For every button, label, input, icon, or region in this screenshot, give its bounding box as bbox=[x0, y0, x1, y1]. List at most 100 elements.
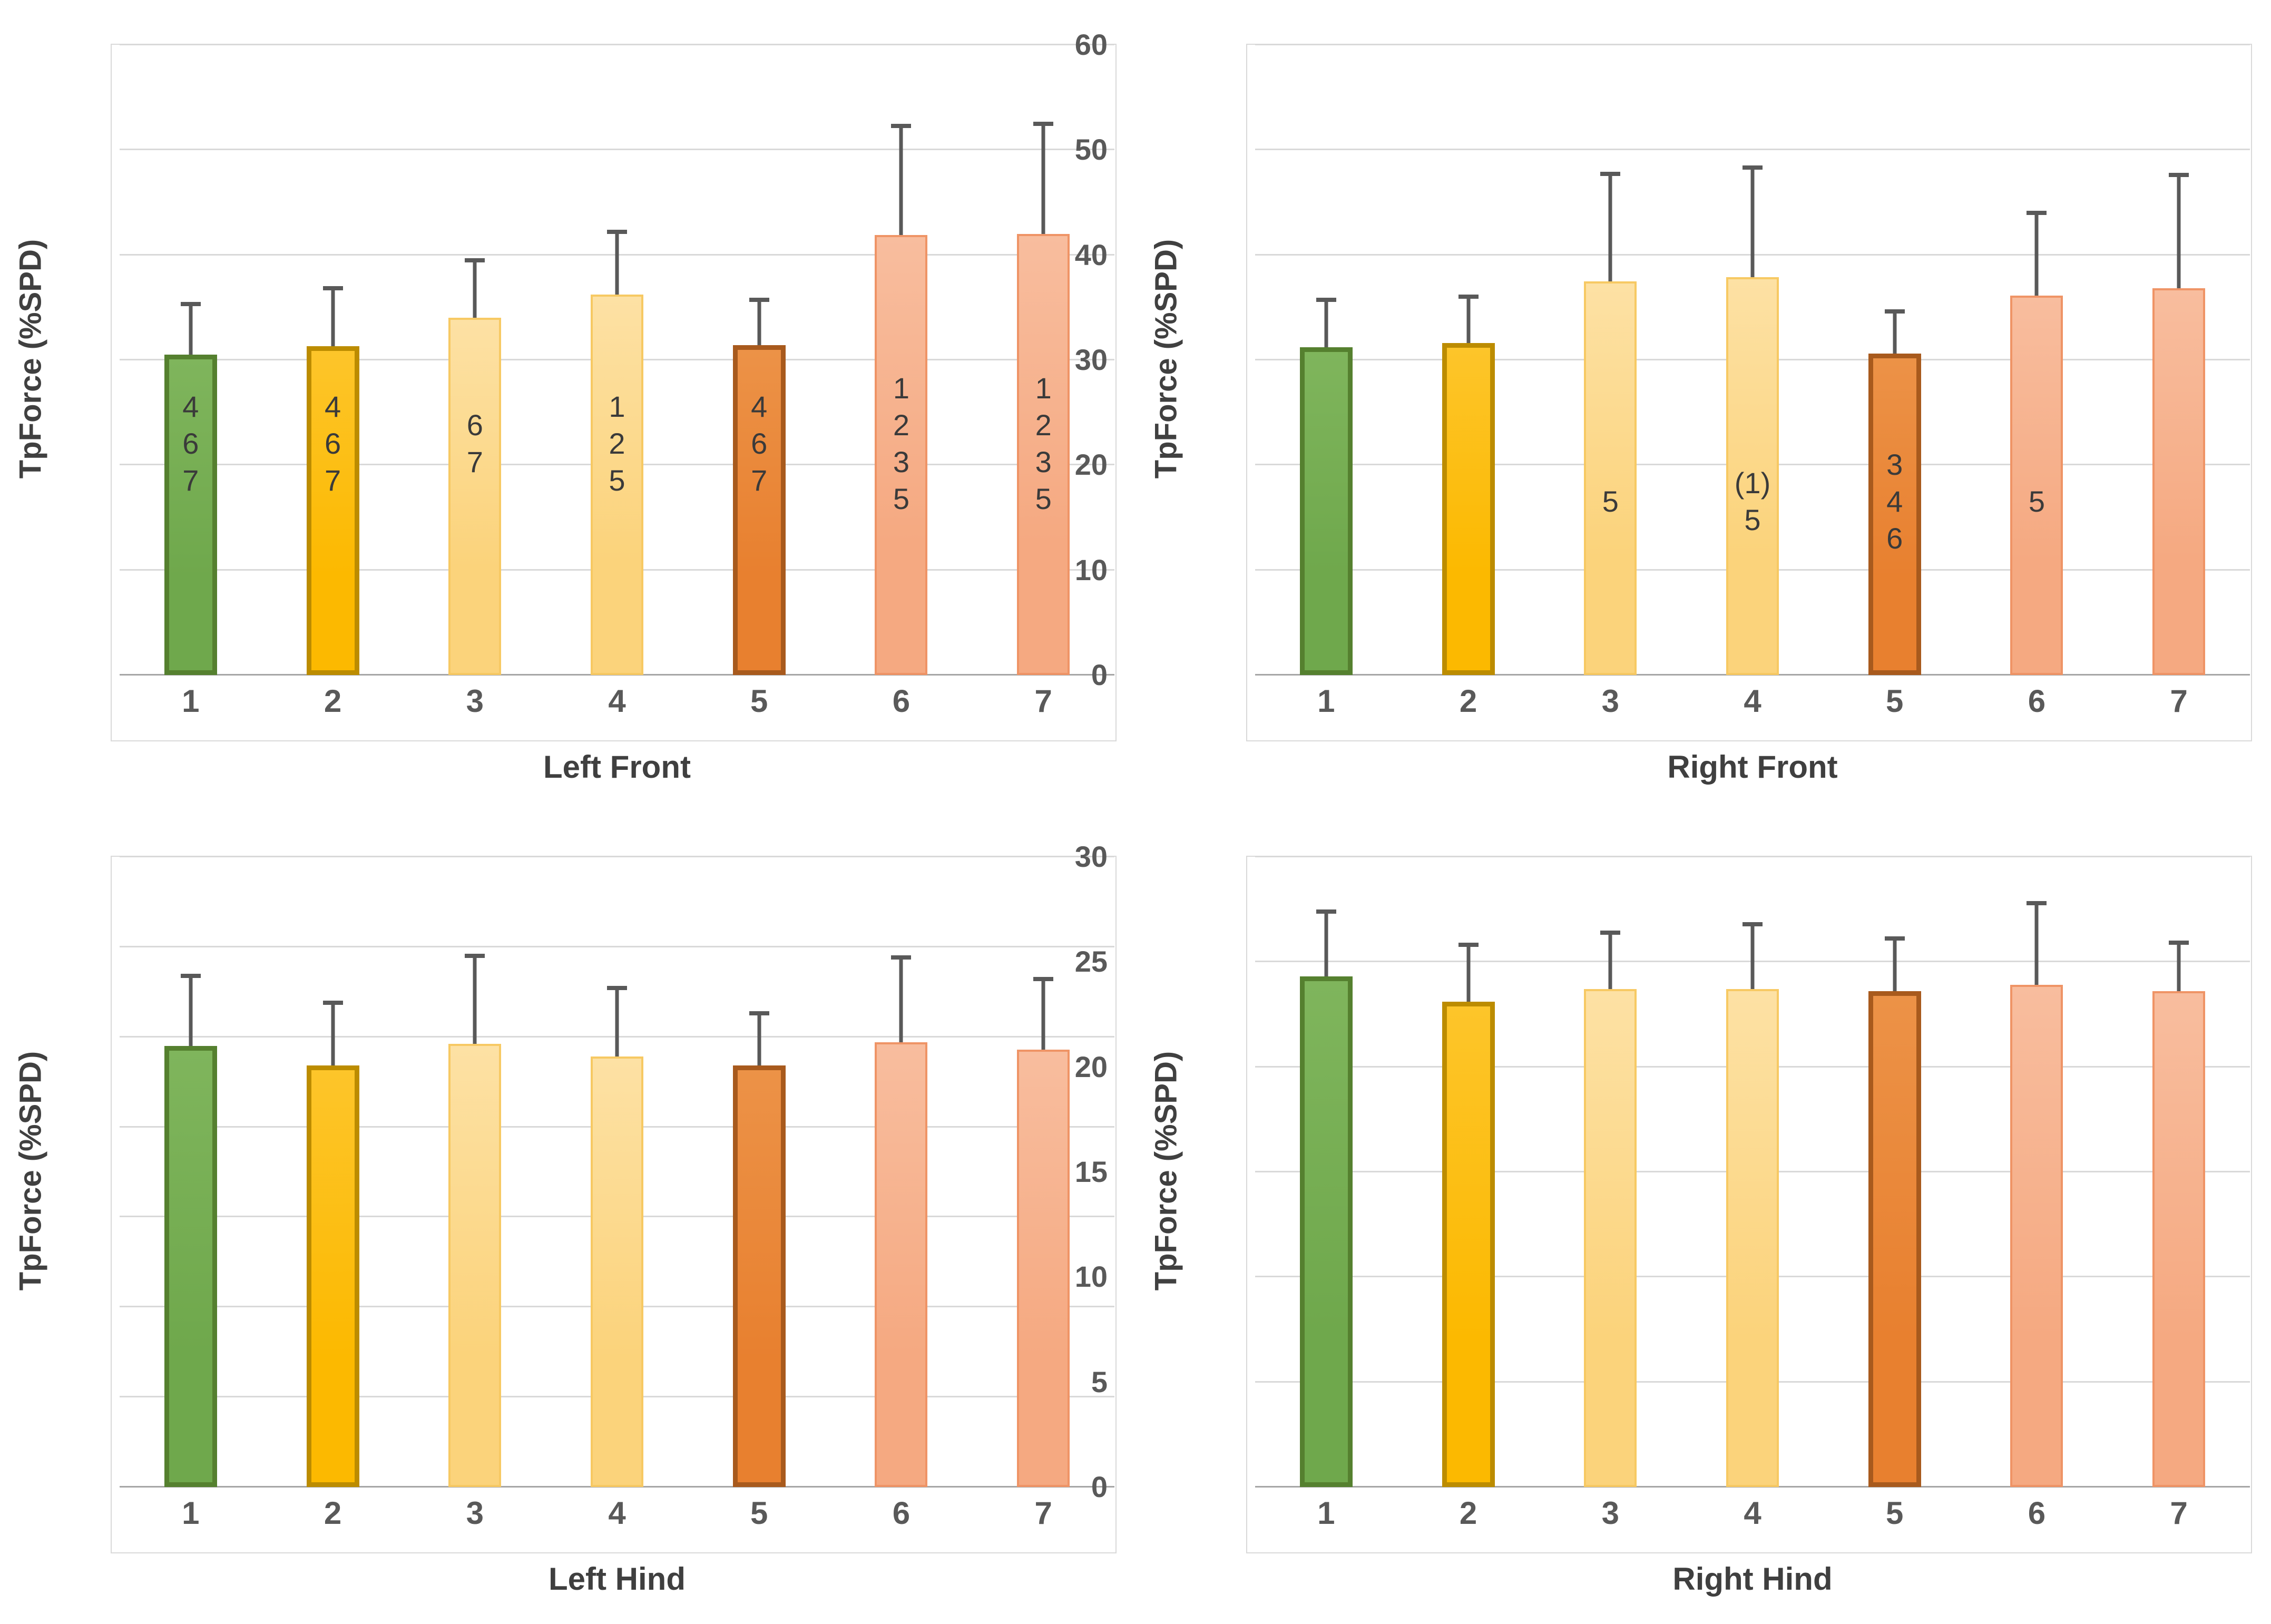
y-axis-title: TpForce (%SPD) bbox=[1134, 44, 1198, 674]
error-bar-cap bbox=[1600, 172, 1621, 177]
y-tick-label: 20 bbox=[1074, 1050, 1108, 1083]
error-bar-line bbox=[757, 1013, 761, 1066]
bar-category-3 bbox=[1584, 281, 1637, 675]
bar-slot bbox=[120, 45, 262, 675]
error-bar-cap bbox=[749, 298, 769, 302]
plot-area: 01020304050604 6 74 6 76 71 2 54 6 71 2 … bbox=[120, 44, 1114, 676]
y-tick-label: 50 bbox=[1074, 133, 1108, 167]
bar-category-6 bbox=[875, 234, 928, 675]
gridline bbox=[120, 856, 1114, 857]
bar-slot bbox=[972, 45, 1114, 675]
bar-category-6 bbox=[2010, 296, 2063, 675]
bar-annotation: 1 2 3 5 bbox=[893, 371, 909, 516]
bar-slot bbox=[1255, 857, 1397, 1487]
bar-slot bbox=[1966, 45, 2108, 675]
bar-slot bbox=[1539, 857, 1681, 1487]
bar-slot bbox=[830, 857, 973, 1487]
error-bar-cap bbox=[1316, 298, 1336, 302]
bar-annotation: 4 6 7 bbox=[182, 390, 199, 497]
bar-slot bbox=[1539, 45, 1681, 675]
panel-right-hind: TpForce (%SPD) 0 5 10 15 20 25 30 1 2 3 4 5 6 7 Righ… bbox=[1075, 812, 2271, 1624]
panel-title: Right Hind bbox=[1672, 1561, 1833, 1597]
x-category-label: 2 bbox=[1459, 1495, 1477, 1531]
error-bar-line bbox=[1041, 123, 1045, 234]
error-bar-line bbox=[2177, 175, 2181, 289]
x-category-label: 1 bbox=[182, 1495, 200, 1531]
bar-category-1 bbox=[164, 355, 217, 675]
x-category-label: 6 bbox=[892, 683, 911, 719]
bar-slot bbox=[2108, 857, 2250, 1487]
x-category-label: 2 bbox=[324, 683, 342, 719]
bar-slot bbox=[830, 45, 973, 675]
x-category-label: 7 bbox=[2170, 1495, 2188, 1531]
error-bar-cap bbox=[749, 1011, 769, 1016]
error-bar-cap bbox=[2027, 901, 2047, 905]
bar-category-4 bbox=[1726, 989, 1779, 1487]
gridline bbox=[1255, 149, 2250, 151]
y-tick-label: 15 bbox=[1074, 1155, 1108, 1188]
error-bar-cap bbox=[1742, 922, 1763, 926]
gridline bbox=[120, 44, 1114, 45]
error-bar-line bbox=[1608, 174, 1612, 281]
plot-area: 05101520253035 bbox=[120, 856, 1114, 1488]
bar-category-7 bbox=[2152, 288, 2206, 675]
bar-slot bbox=[1681, 857, 1824, 1487]
bar-category-4 bbox=[590, 295, 643, 675]
bar-category-5 bbox=[1868, 991, 1921, 1487]
x-category-label: 1 bbox=[1317, 683, 1335, 719]
error-bar-line bbox=[1466, 945, 1471, 1002]
error-bar-cap bbox=[891, 955, 912, 960]
error-bar-cap bbox=[322, 286, 343, 291]
error-bar-line bbox=[189, 975, 193, 1046]
gridline bbox=[1255, 856, 2250, 857]
x-category-label: 4 bbox=[608, 1495, 626, 1531]
y-tick-label: 20 bbox=[1074, 448, 1108, 482]
error-bar-cap bbox=[465, 953, 485, 958]
error-bar-line bbox=[1466, 297, 1471, 344]
bar-slot bbox=[404, 857, 546, 1487]
y-tick-label: 0 bbox=[1091, 1470, 1108, 1503]
bar-slot bbox=[1966, 857, 2108, 1487]
error-bar-line bbox=[615, 231, 619, 295]
error-bar-cap bbox=[465, 258, 485, 262]
plot-area: 0 10 20 30 40 50 60 5 (1) 5 3 4 6 5 bbox=[1075, 30, 2250, 690]
x-category-label: 6 bbox=[2028, 1495, 2046, 1531]
error-bar-cap bbox=[891, 123, 912, 128]
x-category-label: 5 bbox=[750, 1495, 768, 1531]
bar-category-2 bbox=[306, 346, 359, 675]
bar-category-3 bbox=[448, 1044, 502, 1487]
error-bar-cap bbox=[180, 302, 201, 307]
x-category-label: 2 bbox=[324, 1495, 342, 1531]
x-category-label: 1 bbox=[1317, 1495, 1335, 1531]
x-category-label: 5 bbox=[1886, 683, 1904, 719]
bar-category-5 bbox=[732, 1065, 786, 1487]
bar-slot bbox=[1397, 45, 1540, 675]
gridline bbox=[120, 149, 1114, 151]
error-bar-line bbox=[757, 300, 761, 346]
bar-category-6 bbox=[875, 1042, 928, 1487]
bar-category-1 bbox=[164, 1045, 217, 1487]
x-category-label: 4 bbox=[608, 683, 626, 719]
bar-category-2 bbox=[1442, 1002, 1495, 1487]
bar-slot bbox=[688, 857, 830, 1487]
bar-slot bbox=[688, 45, 830, 675]
error-bar-cap bbox=[180, 973, 201, 978]
bar-category-3 bbox=[1584, 989, 1637, 1487]
y-tick-label: 60 bbox=[1074, 28, 1108, 61]
bar-slot bbox=[972, 857, 1114, 1487]
bar-annotation: 1 2 5 bbox=[609, 390, 625, 497]
y-tick-label: 25 bbox=[1074, 945, 1108, 979]
error-bar-cap bbox=[2027, 210, 2047, 215]
bar-category-7 bbox=[1017, 233, 1070, 675]
bar-annotation: 5 bbox=[1602, 485, 1619, 518]
bar-annotation: (1) 5 bbox=[1734, 466, 1771, 537]
error-bar-cap bbox=[322, 1000, 343, 1005]
error-bar-cap bbox=[1884, 309, 1905, 314]
error-bar-cap bbox=[1884, 936, 1905, 941]
y-tick-label: 40 bbox=[1074, 238, 1108, 271]
error-bar-line bbox=[2177, 943, 2181, 992]
x-category-label: 7 bbox=[2170, 683, 2188, 719]
bar-annotation: 4 6 7 bbox=[324, 390, 341, 497]
error-bar-cap bbox=[2169, 173, 2189, 178]
